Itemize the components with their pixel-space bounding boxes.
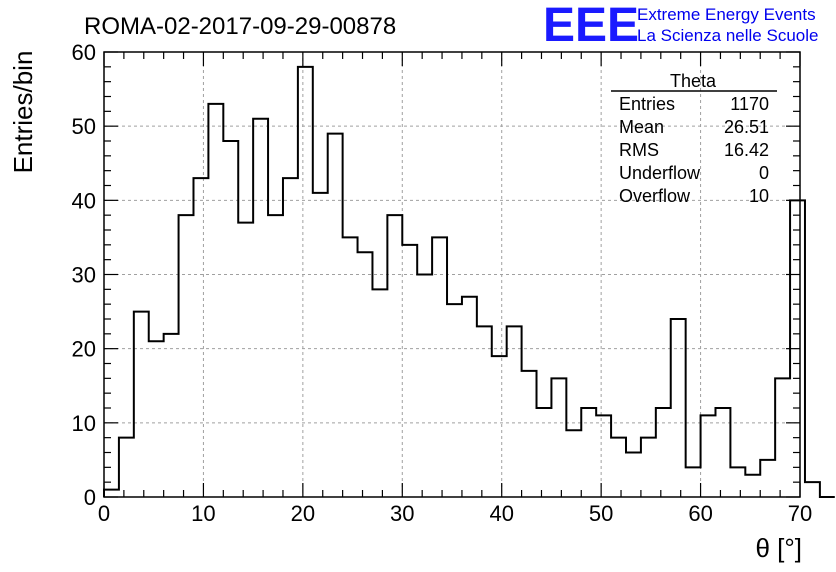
- stats-row-value: 1170: [730, 94, 769, 114]
- x-tick-label: 50: [589, 501, 613, 526]
- histogram-bin: [581, 408, 596, 497]
- histogram-bin: [313, 193, 328, 497]
- y-tick-label: 60: [72, 40, 96, 65]
- histogram-bin: [537, 408, 552, 497]
- histogram-bin: [104, 490, 119, 497]
- histogram-bin: [507, 326, 522, 497]
- histogram-bin: [164, 334, 179, 497]
- histogram-bin: [462, 297, 477, 497]
- stats-row-label: Underflow: [619, 163, 701, 183]
- x-tick-label: 40: [489, 501, 513, 526]
- histogram-bin: [641, 438, 656, 497]
- y-tick-label: 10: [72, 411, 96, 436]
- histogram-bin: [566, 430, 581, 497]
- histogram-bin: [671, 319, 686, 497]
- eee-logo-mark: EEE: [543, 0, 639, 52]
- histogram-bin: [805, 482, 820, 497]
- x-tick-label: 30: [390, 501, 414, 526]
- logo-line-2: La Scienza nelle Scuole: [637, 26, 818, 45]
- y-tick-label: 0: [84, 485, 96, 510]
- histogram-bin: [715, 408, 730, 497]
- y-tick-label: 30: [72, 263, 96, 288]
- histogram-bin: [701, 415, 716, 497]
- histogram-bin: [477, 326, 492, 497]
- stats-row-value: 10: [749, 186, 769, 206]
- histogram-outline: [103, 65, 835, 498]
- x-tick-label: 20: [291, 501, 315, 526]
- histogram-bin: [343, 237, 358, 497]
- histogram-bin: [238, 223, 253, 497]
- histogram-bin: [596, 415, 611, 497]
- tick-labels: 0 10 20 30 40 50 60 70 0 10 20 30 40 50 60: [72, 40, 813, 526]
- histogram-bin: [193, 178, 208, 497]
- histogram-bin: [686, 467, 701, 497]
- x-tick-label: 70: [788, 501, 812, 526]
- y-tick-label: 20: [72, 337, 96, 362]
- histogram-bin: [551, 378, 566, 497]
- y-tick-label: 50: [72, 114, 96, 139]
- histogram-bin: [611, 438, 626, 497]
- histogram-bin: [417, 275, 432, 498]
- x-axis-title: θ [°]: [755, 533, 802, 563]
- stats-row-label: Overflow: [619, 186, 691, 206]
- histogram-bin: [328, 134, 343, 497]
- histogram-bin: [656, 408, 671, 497]
- histogram-bin: [760, 460, 775, 497]
- histogram-bin: [134, 312, 149, 497]
- histogram-bin: [223, 141, 238, 497]
- x-tick-label: 0: [98, 501, 110, 526]
- histogram-bin: [447, 304, 462, 497]
- histogram-series: [103, 65, 835, 498]
- stats-row-label: Mean: [619, 117, 664, 137]
- histogram-bin: [358, 252, 373, 497]
- stats-title: Theta: [670, 71, 717, 91]
- chart-title: ROMA-02-2017-09-29-00878: [84, 13, 396, 40]
- histogram-bin: [253, 119, 268, 497]
- stats-row-value: 26.51: [724, 117, 769, 137]
- y-tick-label: 40: [72, 188, 96, 213]
- axis-ticks: [103, 51, 801, 498]
- y-axis-title: Entries/bin: [8, 51, 38, 174]
- logo-line-1: Extreme Energy Events: [637, 5, 816, 24]
- histogram-bin: [208, 104, 223, 497]
- histogram-bin: [268, 215, 283, 497]
- histogram-bin: [432, 237, 447, 497]
- histogram-bin: [119, 438, 134, 497]
- stats-row-label: Entries: [619, 94, 675, 114]
- stats-row-value: 16.42: [724, 140, 769, 160]
- grid-lines: [104, 52, 800, 497]
- x-tick-label: 60: [688, 501, 712, 526]
- histogram-bin: [179, 215, 194, 497]
- histogram-bin: [387, 215, 402, 497]
- histogram-bin: [745, 475, 760, 497]
- histogram-bin: [372, 289, 387, 497]
- histogram-bin: [626, 453, 641, 498]
- histogram-bin: [492, 356, 507, 497]
- x-tick-label: 10: [191, 501, 215, 526]
- histogram-bin: [298, 67, 313, 497]
- histogram-bin: [283, 178, 298, 497]
- histogram-bin: [775, 378, 790, 497]
- stats-row-label: RMS: [619, 140, 659, 160]
- histogram-bin: [522, 371, 537, 497]
- histogram-bin: [149, 341, 164, 497]
- histogram-bin: [730, 467, 745, 497]
- stats-row-value: 0: [759, 163, 769, 183]
- histogram-bin: [402, 245, 417, 497]
- stats-box: Theta Entries 1170 Mean 26.51 RMS 16.42 Underf…: [611, 71, 777, 206]
